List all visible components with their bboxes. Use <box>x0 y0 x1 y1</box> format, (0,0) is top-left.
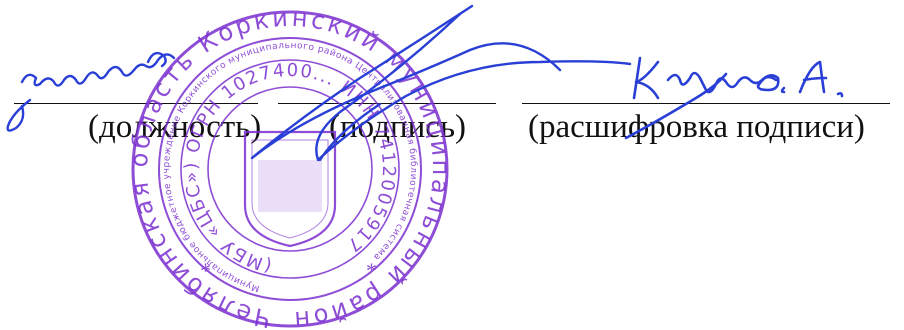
seal-ring-3 <box>180 59 400 279</box>
position-caption: (должность) <box>88 109 262 145</box>
svg-text:*: * <box>200 258 211 283</box>
signature-caption: (подпись) <box>329 109 466 145</box>
svg-text:*: * <box>366 258 377 283</box>
official-seal-stamp: * * <box>131 10 449 328</box>
seal-middle-text: Муниципальное бюджетное учреждение Корки… <box>162 41 418 293</box>
seal-outer-text: Челябинская область Коркинский муниципал… <box>125 4 455 330</box>
signature-decoding-line <box>522 103 890 104</box>
seal-ring-2 <box>158 37 422 301</box>
seal-outer-ring <box>131 10 449 328</box>
position-line <box>14 103 258 104</box>
coat-of-arms-icon <box>243 130 337 248</box>
seal-inner-text: (МБУ «ЦБС») ОГРН 1027400... ИНН 74120059… <box>181 60 399 276</box>
signature-line <box>278 103 496 104</box>
signature-decoding-caption: (расшифровка подписи) <box>528 109 865 145</box>
